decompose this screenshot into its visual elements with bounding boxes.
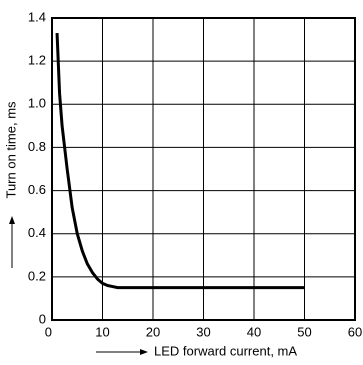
y-tick-label: 1.4 [28, 9, 46, 24]
y-tick-label: 1.2 [28, 53, 46, 68]
y-tick-label: 0.6 [28, 182, 46, 197]
y-tick-label: 1.0 [28, 96, 46, 111]
x-axis-label: LED forward current, mA [154, 343, 297, 358]
x-tick-label: 50 [297, 324, 311, 339]
x-tick-label: 10 [95, 324, 109, 339]
x-tick-label: 20 [146, 324, 160, 339]
y-arrow-head [9, 216, 15, 224]
y-tick-label: 0.4 [28, 225, 46, 240]
plot-frame [51, 17, 356, 321]
x-tick-label: 0 [45, 324, 52, 339]
y-tick-label: 0 [39, 311, 46, 326]
x-tick-label: 30 [196, 324, 210, 339]
x-tick-label: 40 [247, 324, 261, 339]
x-tick-label: 60 [348, 324, 362, 339]
data-line [55, 33, 305, 290]
y-axis-label: Turn on time, ms [3, 101, 18, 199]
y-tick-label: 0.8 [28, 139, 46, 154]
y-tick-label: 0.2 [28, 268, 46, 283]
x-arrow-head [140, 349, 148, 355]
